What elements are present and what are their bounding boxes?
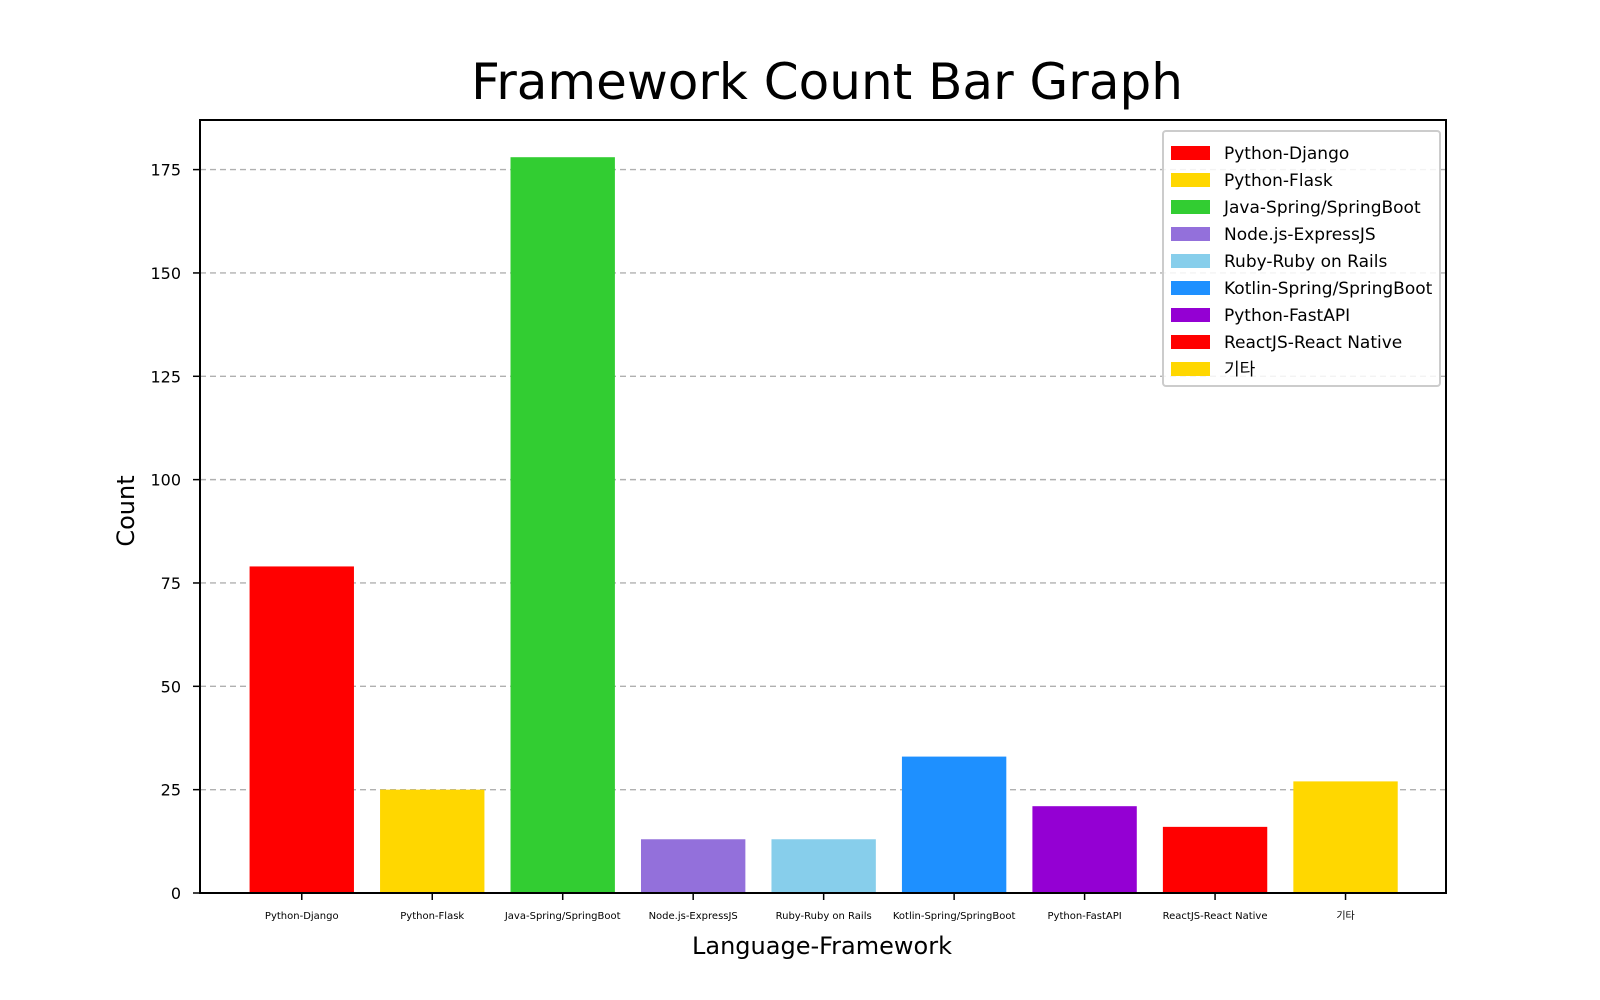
- bar: [1293, 781, 1398, 893]
- legend-swatch: [1171, 200, 1210, 214]
- y-tick-label: 50: [161, 677, 181, 696]
- bar: [771, 839, 876, 893]
- ticks-layer: 0 25 50 75 100 125 150 175 Python-Django Python-F…: [150, 161, 1354, 922]
- x-axis-label: Language-Framework: [692, 932, 952, 960]
- bar: [901, 756, 1007, 893]
- y-tick-label: 175: [150, 161, 181, 180]
- legend-label: Node.js-ExpressJS: [1224, 225, 1376, 245]
- legend-swatch: [1171, 335, 1210, 349]
- legend-swatch: [1171, 308, 1210, 322]
- chart-title: Framework Count Bar Graph: [471, 53, 1183, 111]
- legend-label: Python-FastAPI: [1224, 306, 1350, 326]
- x-tick-label: Python-FastAPI: [1048, 911, 1122, 922]
- x-tick-label: Java-Spring/SpringBoot: [504, 911, 621, 922]
- legend-label: Ruby-Ruby on Rails: [1224, 252, 1387, 272]
- legend-label: Kotlin-Spring/SpringBoot: [1224, 279, 1433, 299]
- y-tick-label: 25: [161, 781, 181, 800]
- y-axis-label: Count: [112, 475, 140, 546]
- bar: [510, 157, 615, 894]
- legend-swatch: [1171, 362, 1210, 376]
- legend-label: Python-Flask: [1224, 171, 1333, 191]
- bar: [1032, 806, 1137, 893]
- legend-label: ReactJS-React Native: [1224, 333, 1402, 353]
- legend-swatch: [1171, 146, 1210, 160]
- bars-layer: [249, 157, 1398, 894]
- x-tick-label: Ruby-Ruby on Rails: [776, 911, 872, 922]
- x-tick-label: Node.js-ExpressJS: [649, 911, 738, 922]
- x-tick-label: ReactJS-React Native: [1163, 911, 1268, 922]
- legend: Python-Django Python-Flask Java-Spring/Spr…: [1162, 130, 1441, 387]
- bar: [249, 566, 354, 893]
- legend-label: 기타: [1224, 360, 1256, 380]
- legend-swatch: [1171, 254, 1210, 268]
- grid-layer: [200, 168, 1446, 791]
- bar: [640, 839, 746, 893]
- y-tick-label: 75: [161, 574, 181, 593]
- y-tick-label: 150: [150, 264, 181, 283]
- legend-label: Python-Django: [1224, 144, 1349, 164]
- x-tick-label: Kotlin-Spring/SpringBoot: [893, 911, 1016, 922]
- legend-swatch: [1171, 281, 1210, 295]
- legend-label: Java-Spring/SpringBoot: [1223, 198, 1421, 218]
- legend-swatch: [1171, 173, 1210, 187]
- legend-swatch: [1171, 227, 1210, 241]
- y-tick-label: 125: [150, 367, 181, 386]
- x-tick-label: Python-Flask: [400, 911, 464, 922]
- x-tick-label: 기타: [1336, 910, 1354, 922]
- y-tick-label: 100: [150, 471, 181, 490]
- bar: [380, 789, 485, 893]
- legend-box: [1162, 130, 1441, 387]
- x-tick-label: Python-Django: [265, 911, 339, 922]
- y-tick-label: 0: [171, 884, 181, 903]
- bar: [1162, 826, 1268, 893]
